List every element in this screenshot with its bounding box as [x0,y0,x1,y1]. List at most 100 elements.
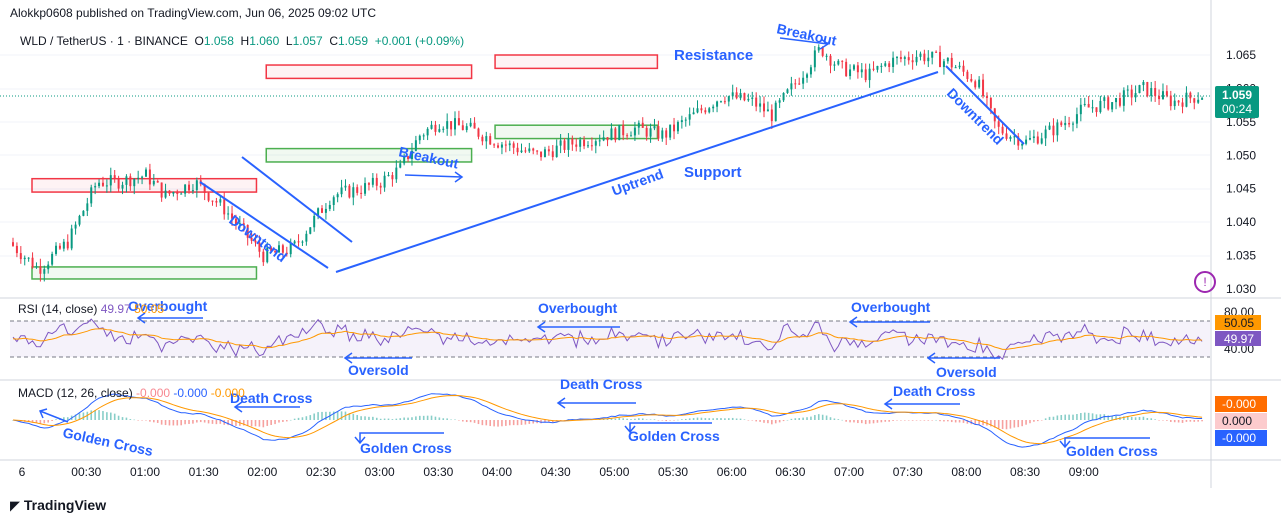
candle-body [763,103,766,112]
macd-hist-bar [688,418,691,420]
downtrend-line-1b[interactable] [241,156,353,243]
support-zone-3[interactable] [265,147,473,163]
candle-body [536,150,539,152]
macd-hist-bar [1138,416,1141,420]
candle-body [1161,91,1164,100]
candle-body [543,149,546,158]
candle-body [442,128,445,130]
macd-hist-bar [810,416,812,420]
rsi-legend[interactable]: RSI (14, close) 49.97 50.05 [18,302,164,316]
time-axis[interactable]: 6 00:30 01:00 01:30 02:00 02:30 03:00 03:30 04:0… [19,465,1099,479]
macd-hist-bar [164,420,167,426]
candle-body [336,194,339,198]
macd-hist-bar [450,419,452,421]
candle-body [297,241,300,243]
macd-legend[interactable]: MACD (12, 26, close) -0.000 -0.000 -0.00… [18,386,245,400]
candle-body [614,128,617,141]
macd-hist-bar [630,419,632,420]
change-value: +0.001 (+0.09%) [374,34,465,48]
candle-body [113,175,116,179]
macd-hist-bar [1134,417,1137,420]
downtrend-line-2[interactable] [945,65,1025,145]
macd-hist-bar [383,418,386,420]
support-zone-1[interactable] [31,266,258,280]
macd-hist-bar [950,420,953,423]
macd-hist-bar [833,418,836,420]
support-zone-5[interactable] [494,124,659,140]
alert-clock-icon[interactable]: ! [1194,271,1216,293]
candle-body [94,186,97,188]
macd-hist-bar [1166,420,1168,421]
trend-lines[interactable] [199,65,1025,273]
rsi-label: RSI (14, close) [18,302,98,316]
candle-body [567,138,570,150]
resistance-zone-4[interactable] [494,54,659,70]
macd-hist-bar [125,417,128,420]
candle-body [1150,88,1153,97]
annotation-oversold-2: Oversold [936,364,997,380]
macd-hist-bar [641,418,644,420]
candle-body [430,124,433,129]
macd-zero-tag-value: 0.000 [1222,414,1252,428]
macd-hist-bar [1185,420,1188,422]
resistance-zone-0[interactable] [31,177,258,193]
candle-body [661,130,664,139]
macd-hist-bar [430,415,433,420]
candle-body [1181,102,1184,107]
candle-body [864,69,867,81]
macd-hist-bar [156,420,159,423]
macd-hist-bar [231,420,233,426]
candles-layer [12,44,1204,282]
macd-hist-bar [403,417,405,420]
candle-body [493,144,496,146]
price-tick-7: 1.030 [1226,282,1256,296]
macd-hist-bar [160,420,163,425]
candle-body [684,119,687,121]
candle-body [860,69,863,73]
candle-body [653,126,656,129]
annotation-overbought-1: Overbought [128,298,208,314]
macd-hist-bar [446,418,448,420]
macd-hist-bar [692,418,695,420]
macd-hist-bar [524,420,527,425]
candle-body [504,144,507,146]
uptrend-line[interactable] [335,71,939,273]
macd-hist-bar [297,417,300,420]
candle-body [1052,125,1055,136]
macd-hist-bar [418,415,421,420]
candle-body [485,136,488,142]
candle-body [555,145,558,158]
macd-hist-bar [634,418,636,420]
candle-body [868,68,871,81]
candle-body [774,102,777,122]
symbol-legend[interactable]: WLD / TetherUS · 1 · BINANCE O1.058 H1.0… [20,34,464,48]
macd-hist-bar [1201,420,1203,422]
annotation-golden-cross-2: Golden Cross [360,440,452,456]
arrow-oversold-2 [926,352,1000,364]
candle-body [606,137,609,141]
macd-hist-bar [176,420,179,426]
macd-hist-bar [864,420,867,425]
macd-hist-bar [716,418,718,420]
macd-zero-tag [1215,413,1267,429]
candle-body [35,266,38,268]
symbol-title[interactable]: WLD / TetherUS · 1 · BINANCE [20,34,188,48]
candle-body [798,83,801,85]
downtrend-line-1a[interactable] [199,181,329,269]
arrow-golden-4 [1059,437,1150,449]
macd-hist-bar [645,419,648,420]
annotation-breakout-1: Breakout [397,143,460,171]
macd-hist-bar [372,416,374,420]
candle-body [731,92,734,97]
macd-hist-bar [375,417,378,420]
macd-hist-bar [1037,420,1039,422]
macd-hist-bar [1072,414,1074,420]
macd-hist-bar [473,420,476,423]
macd-hist-bar [849,420,851,423]
candle-body [500,144,503,148]
candle-body [328,205,331,209]
resistance-zone-2[interactable] [265,64,473,80]
candle-body [58,245,61,249]
